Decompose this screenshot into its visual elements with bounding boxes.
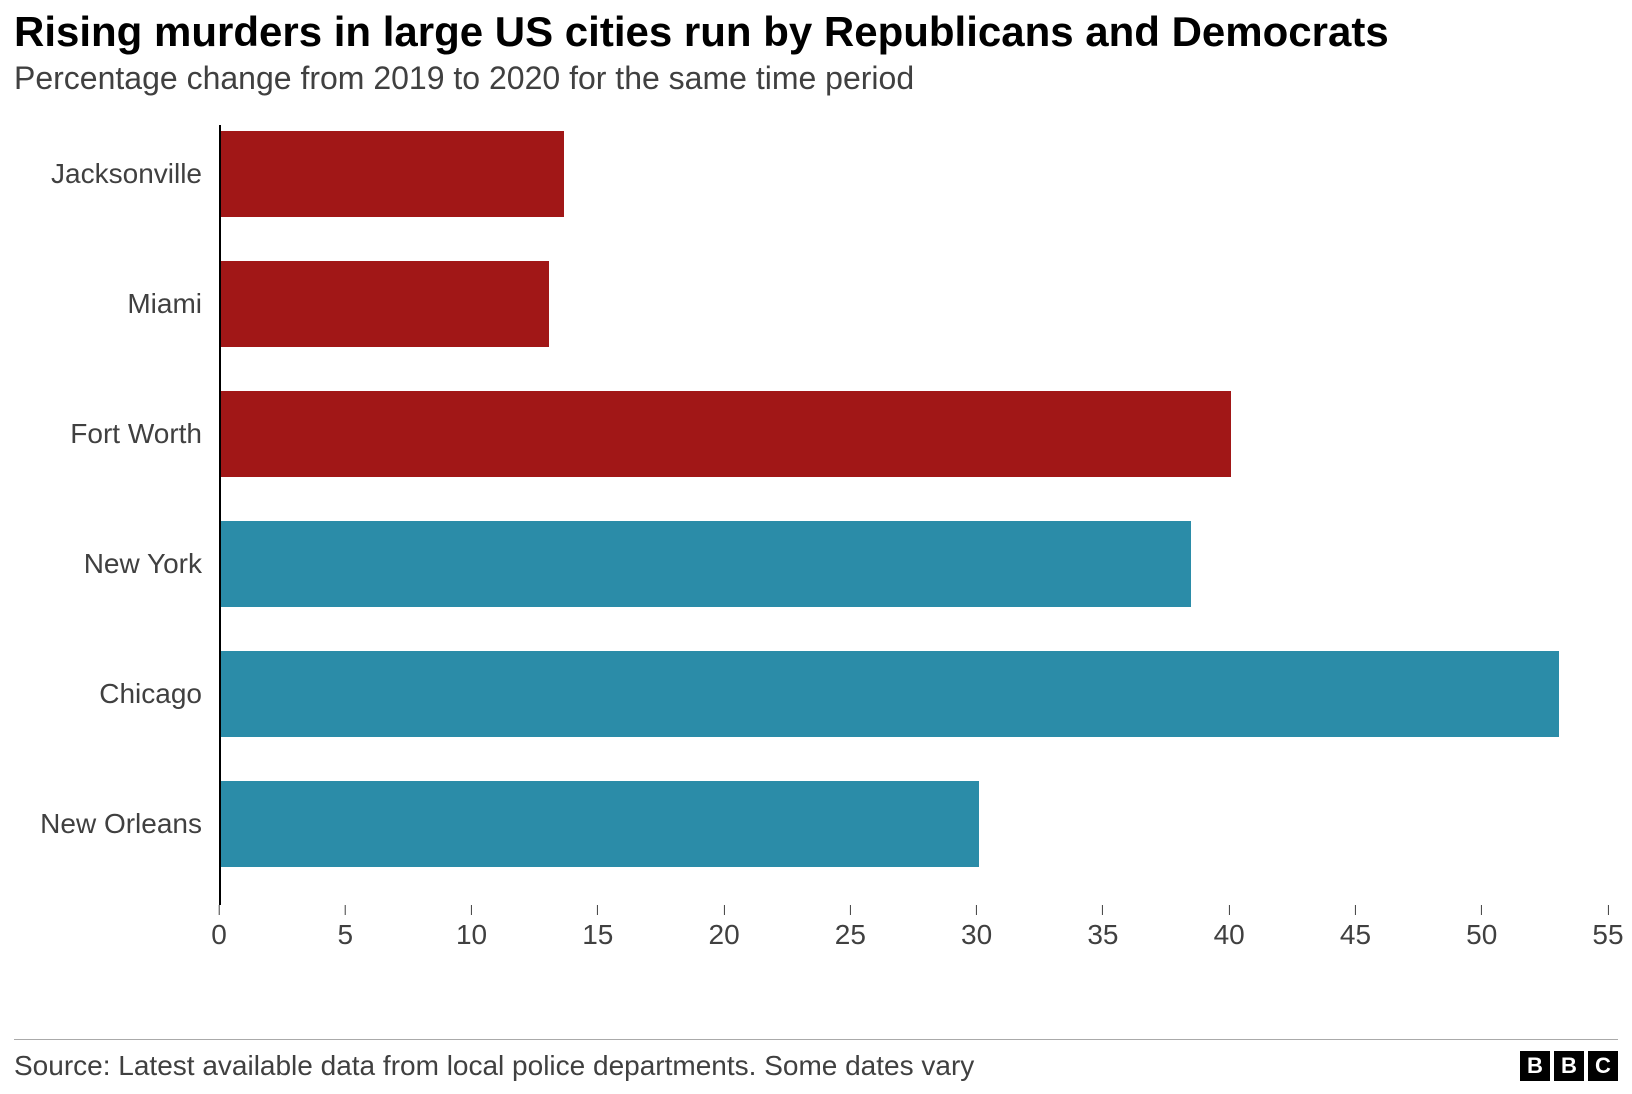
- bbc-logo: BBC: [1520, 1051, 1618, 1081]
- y-axis-label: Miami: [127, 288, 202, 320]
- x-axis-tick: 0: [211, 905, 227, 951]
- x-axis-tick: 30: [961, 905, 992, 951]
- plot-area: [219, 125, 1608, 905]
- bar: [221, 261, 549, 347]
- y-axis-label: New Orleans: [40, 808, 202, 840]
- x-axis-tick: 50: [1466, 905, 1497, 951]
- bbc-logo-letter: B: [1520, 1051, 1550, 1081]
- bar: [221, 521, 1191, 607]
- bar: [221, 781, 979, 867]
- chart-title: Rising murders in large US cities run by…: [14, 8, 1618, 56]
- y-axis-label: Fort Worth: [70, 418, 202, 450]
- y-axis-label: Chicago: [99, 678, 202, 710]
- x-axis-tick: 5: [337, 905, 353, 951]
- source-text: Source: Latest available data from local…: [14, 1050, 974, 1082]
- x-axis-tick: 15: [582, 905, 613, 951]
- x-axis-tick: 55: [1592, 905, 1623, 951]
- x-axis-tick: 35: [1087, 905, 1118, 951]
- x-axis-tick: 25: [835, 905, 866, 951]
- bar: [221, 391, 1231, 477]
- y-axis-label: Jacksonville: [51, 158, 202, 190]
- chart-footer: Source: Latest available data from local…: [14, 1039, 1618, 1082]
- x-axis-tick: 40: [1214, 905, 1245, 951]
- chart-subtitle: Percentage change from 2019 to 2020 for …: [14, 60, 1618, 97]
- y-axis-label: New York: [84, 548, 202, 580]
- bbc-logo-letter: C: [1588, 1051, 1618, 1081]
- bar: [221, 651, 1559, 737]
- chart-area: Jacksonville Miami Fort Worth New York Chica…: [14, 125, 1618, 985]
- x-axis-tick: 10: [456, 905, 487, 951]
- bbc-logo-letter: B: [1554, 1051, 1584, 1081]
- bar: [221, 131, 564, 217]
- chart-container: Rising murders in large US cities run by…: [0, 0, 1632, 1094]
- y-axis-labels: Jacksonville Miami Fort Worth New York Chica…: [14, 125, 214, 985]
- x-axis: 0510152025303540455055: [219, 905, 1608, 955]
- x-axis-tick: 20: [709, 905, 740, 951]
- x-axis-tick: 45: [1340, 905, 1371, 951]
